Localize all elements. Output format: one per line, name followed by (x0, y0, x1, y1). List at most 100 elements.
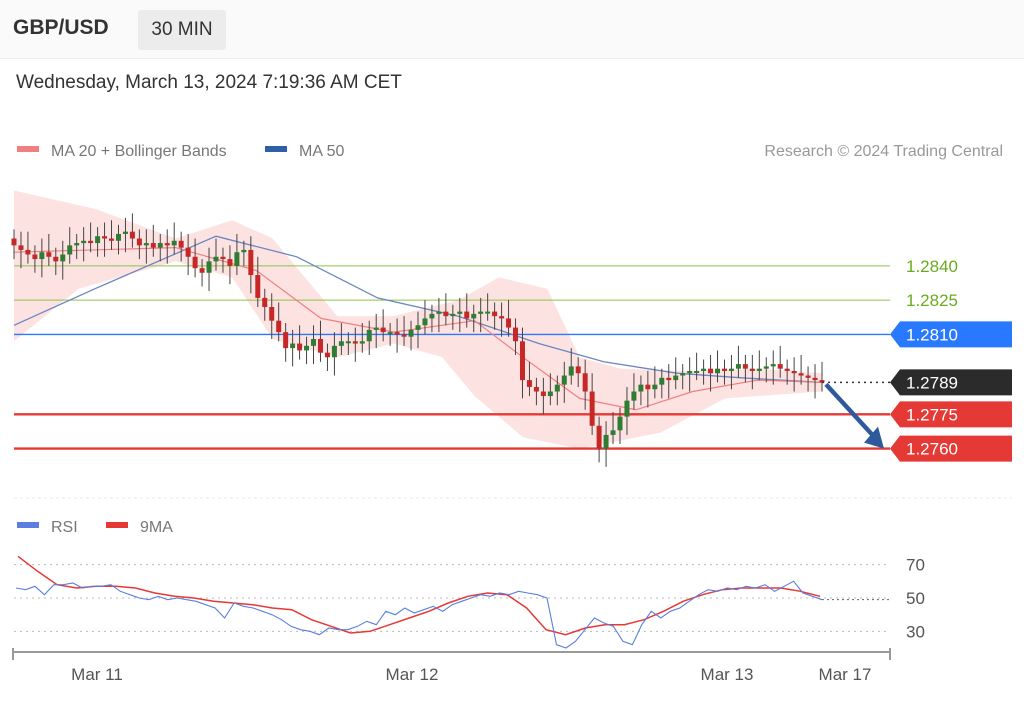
candle-body-59 (422, 318, 428, 326)
candle-body-80 (568, 366, 574, 376)
timeframe-button[interactable]: 30 MIN (138, 10, 226, 50)
candle-body-7 (60, 254, 66, 262)
candle-body-88 (624, 400, 630, 417)
candle-body-97 (687, 370, 693, 374)
candle-body-102 (721, 368, 727, 371)
candle-body-110 (777, 364, 783, 369)
candle-body-37 (269, 307, 275, 321)
candle-body-71 (506, 318, 512, 328)
candle-body-90 (638, 384, 644, 392)
candle-body-109 (770, 364, 776, 367)
candle-body-100 (708, 368, 714, 374)
level-label-1.2775: 1.2775 (906, 405, 958, 424)
candle-body-61 (436, 311, 442, 314)
candle-body-2 (25, 249, 31, 255)
candle-body-0 (11, 238, 17, 246)
candle-body-72 (513, 327, 519, 342)
ma20-line (13, 246, 823, 411)
candle-body-32 (234, 252, 240, 266)
candle-body-34 (248, 249, 254, 276)
candle-body-69 (492, 311, 498, 317)
rsi-tick-50: 50 (906, 589, 925, 608)
candle-body-13 (102, 236, 108, 239)
candle-body-40 (290, 343, 296, 349)
candle-body-108 (763, 366, 769, 369)
level-label-1.2810: 1.2810 (906, 325, 958, 344)
last-price-label: 1.2789 (906, 373, 958, 392)
candle-body-35 (255, 275, 261, 298)
candle-body-46 (331, 345, 337, 358)
candle-body-114 (805, 375, 811, 378)
candle-body-21 (157, 243, 163, 248)
level-label-1.2840: 1.2840 (906, 257, 958, 276)
candle-body-8 (67, 245, 73, 255)
rsi-legend-label-1: 9MA (140, 519, 173, 536)
candle-body-93 (659, 377, 665, 385)
candle-body-11 (88, 240, 94, 244)
candle-body-20 (150, 243, 156, 248)
candle-body-52 (373, 327, 379, 330)
candle-body-82 (582, 373, 588, 392)
candle-body-83 (589, 391, 595, 426)
candle-body-67 (478, 311, 484, 314)
candle-body-73 (519, 341, 525, 381)
candle-body-30 (220, 256, 226, 260)
candle-body-94 (666, 377, 672, 381)
level-label-1.2760: 1.2760 (906, 440, 958, 459)
candle-body-25 (185, 247, 191, 257)
candle-body-27 (199, 268, 205, 273)
legend-label-1: MA 50 (299, 143, 344, 160)
candle-body-70 (499, 316, 505, 319)
candle-body-12 (95, 236, 101, 244)
x-tick-mar-17: Mar 17 (819, 665, 872, 684)
candle-body-78 (554, 384, 560, 392)
candle-body-99 (701, 368, 707, 371)
symbol-title: GBP/USD (13, 16, 109, 39)
candle-body-58 (415, 325, 421, 330)
level-tag-1.2810 (890, 321, 1012, 348)
candle-body-98 (694, 370, 700, 373)
candle-body-55 (394, 332, 400, 335)
candle-body-54 (387, 332, 393, 335)
candle-body-85 (603, 434, 609, 449)
candle-body-38 (276, 320, 282, 333)
candle-body-105 (742, 364, 748, 369)
candle-body-45 (324, 352, 330, 358)
candle-body-106 (749, 368, 755, 371)
candle-body-68 (485, 311, 491, 314)
candle-body-103 (728, 368, 734, 371)
candle-body-24 (178, 240, 184, 248)
candle-body-17 (129, 231, 135, 239)
candle-body-89 (631, 391, 637, 401)
rsi-tick-70: 70 (906, 556, 925, 575)
candle-body-4 (39, 252, 45, 260)
candle-body-50 (359, 341, 365, 344)
candle-body-48 (345, 341, 351, 344)
rsi-tick-30: 30 (906, 622, 925, 641)
ma50-line (13, 235, 823, 384)
candle-body-104 (735, 364, 741, 369)
candle-body-41 (297, 343, 303, 351)
candle-body-31 (227, 259, 233, 266)
candle-body-51 (366, 329, 372, 342)
candle-body-49 (352, 341, 358, 344)
candle-body-91 (645, 384, 651, 390)
rsi-line (15, 580, 823, 649)
last-price-tag (890, 369, 1012, 396)
rsi-ma9-line (17, 555, 821, 636)
candle-body-56 (401, 334, 407, 337)
candle-body-96 (680, 373, 686, 376)
candle-body-28 (206, 261, 212, 273)
timestamp: Wednesday, March 13, 2024 7:19:36 AM CET (16, 72, 402, 93)
candle-body-65 (464, 311, 470, 319)
candle-body-116 (819, 380, 825, 383)
candle-body-107 (756, 368, 762, 371)
candle-body-92 (652, 384, 658, 390)
rsi-legend-swatch-1 (106, 522, 128, 528)
candle-body-57 (408, 329, 414, 337)
candle-body-22 (164, 243, 170, 246)
legend-swatch-1 (265, 146, 287, 152)
candle-body-79 (561, 375, 567, 385)
candle-body-29 (213, 256, 219, 262)
